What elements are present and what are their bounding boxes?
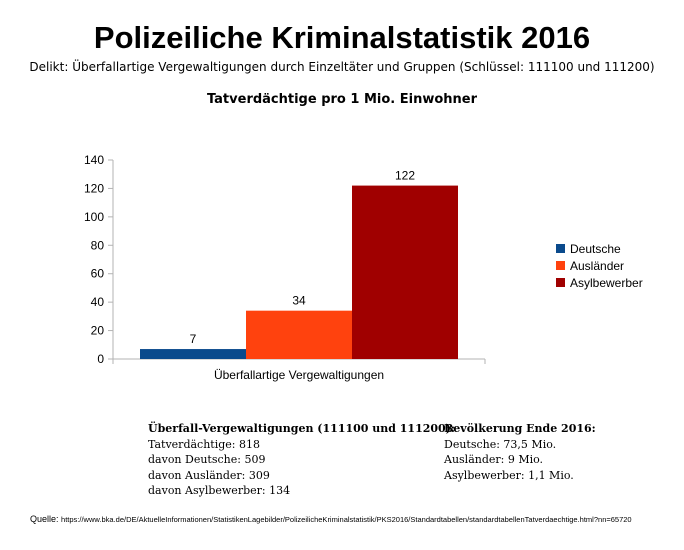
legend-item: Asylbewerber [556, 274, 643, 291]
legend-item: Deutsche [556, 240, 643, 257]
y-tick-label: 120 [84, 181, 104, 195]
bar [352, 185, 458, 359]
bar-value-label: 122 [395, 169, 415, 183]
page-title: Polizeiliche Kriminalstatistik 2016 [93, 20, 591, 55]
source-line: Quelle: https://www.bka.de/DE/AktuelleIn… [30, 514, 632, 524]
source-label: Quelle: [30, 514, 59, 524]
legend-label: Deutsche [570, 241, 621, 256]
y-tick-label: 0 [97, 352, 104, 366]
bar [246, 310, 352, 359]
x-tick-label: Überfallartige Vergewaltigungen [214, 368, 384, 382]
bar-value-label: 34 [292, 294, 306, 308]
info-rapes-heading: Überfall-Vergewaltigungen (111100 und 11… [148, 422, 455, 435]
bar-value-label: 7 [190, 332, 197, 346]
chart-title: Tatverdächtige pro 1 Mio. Einwohner [206, 92, 478, 107]
y-tick-label: 80 [91, 238, 105, 252]
info-population-line: Deutsche: 73,5 Mio. [444, 437, 557, 451]
info-rapes-line: Tatverdächtige: 818 [148, 437, 260, 451]
info-population-line: Ausländer: 9 Mio. [444, 453, 544, 466]
legend-label: Ausländer [570, 258, 625, 273]
legend-swatch [556, 278, 565, 287]
info-rapes-line: davon Ausländer: 309 [148, 468, 270, 482]
y-tick-label: 100 [84, 210, 104, 224]
y-tick-label: 140 [84, 153, 104, 167]
source-link[interactable]: https://www.bka.de/DE/AktuelleInformatio… [61, 515, 632, 524]
info-population-heading: Bevölkerung Ende 2016: [444, 422, 596, 435]
bar [140, 349, 246, 359]
legend-swatch [556, 244, 565, 253]
info-rapes: Überfall-Vergewaltigungen (111100 und 11… [148, 421, 455, 499]
legend-item: Ausländer [556, 257, 643, 274]
info-rapes-line: davon Asylbewerber: 134 [148, 484, 291, 497]
page-subtitle: Delikt: Überfallartige Vergewaltigungen … [29, 60, 655, 74]
legend-swatch [556, 261, 565, 270]
info-population: Bevölkerung Ende 2016: Deutsche: 73,5 Mi… [444, 421, 596, 483]
legend-label: Asylbewerber [570, 275, 643, 290]
y-tick-label: 20 [91, 324, 105, 338]
y-tick-label: 60 [91, 267, 105, 281]
y-tick-label: 40 [91, 295, 105, 309]
info-population-line: Asylbewerber: 1,1 Mio. [444, 468, 574, 482]
info-rapes-line: davon Deutsche: 509 [148, 453, 266, 466]
chart-legend: Deutsche Ausländer Asylbewerber [556, 240, 643, 291]
